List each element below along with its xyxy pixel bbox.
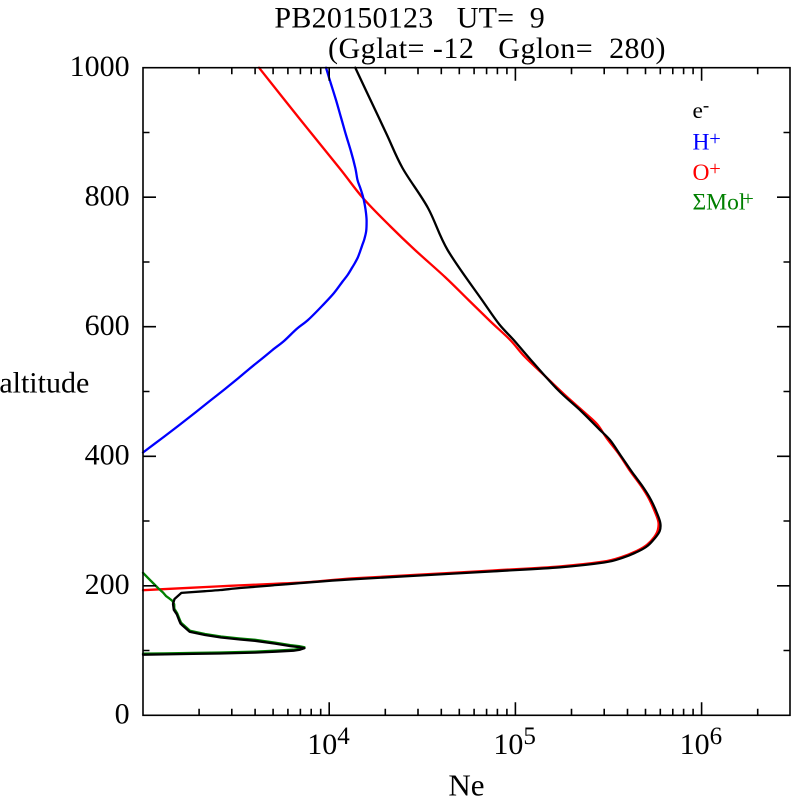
svg-text:200: 200 xyxy=(85,568,130,601)
svg-text:-: - xyxy=(703,96,709,117)
svg-text:altitude: altitude xyxy=(0,366,89,399)
svg-text:Ne: Ne xyxy=(448,768,484,796)
svg-text:+: + xyxy=(709,158,721,180)
svg-text:(Gglat= -12 Gglon= 280): (Gglat= -12 Gglon= 280) xyxy=(328,32,666,65)
svg-text:O: O xyxy=(693,160,710,186)
svg-text:0: 0 xyxy=(115,697,130,730)
svg-text:1000: 1000 xyxy=(70,50,130,83)
svg-text:800: 800 xyxy=(85,179,130,212)
svg-text:ΣMol: ΣMol xyxy=(693,190,746,216)
svg-text:e: e xyxy=(693,98,703,124)
svg-text:+: + xyxy=(742,188,754,210)
svg-text:H: H xyxy=(693,130,710,156)
svg-text:400: 400 xyxy=(85,438,130,471)
svg-text:4: 4 xyxy=(337,723,350,750)
svg-text:+: + xyxy=(709,128,721,150)
svg-text:10: 10 xyxy=(493,728,523,761)
svg-text:600: 600 xyxy=(85,309,130,342)
svg-text:5: 5 xyxy=(523,723,536,750)
svg-text:PB20150123 UT= 9: PB20150123 UT= 9 xyxy=(274,1,544,34)
svg-text:6: 6 xyxy=(710,723,723,750)
svg-text:10: 10 xyxy=(307,728,337,761)
svg-text:10: 10 xyxy=(680,728,710,761)
